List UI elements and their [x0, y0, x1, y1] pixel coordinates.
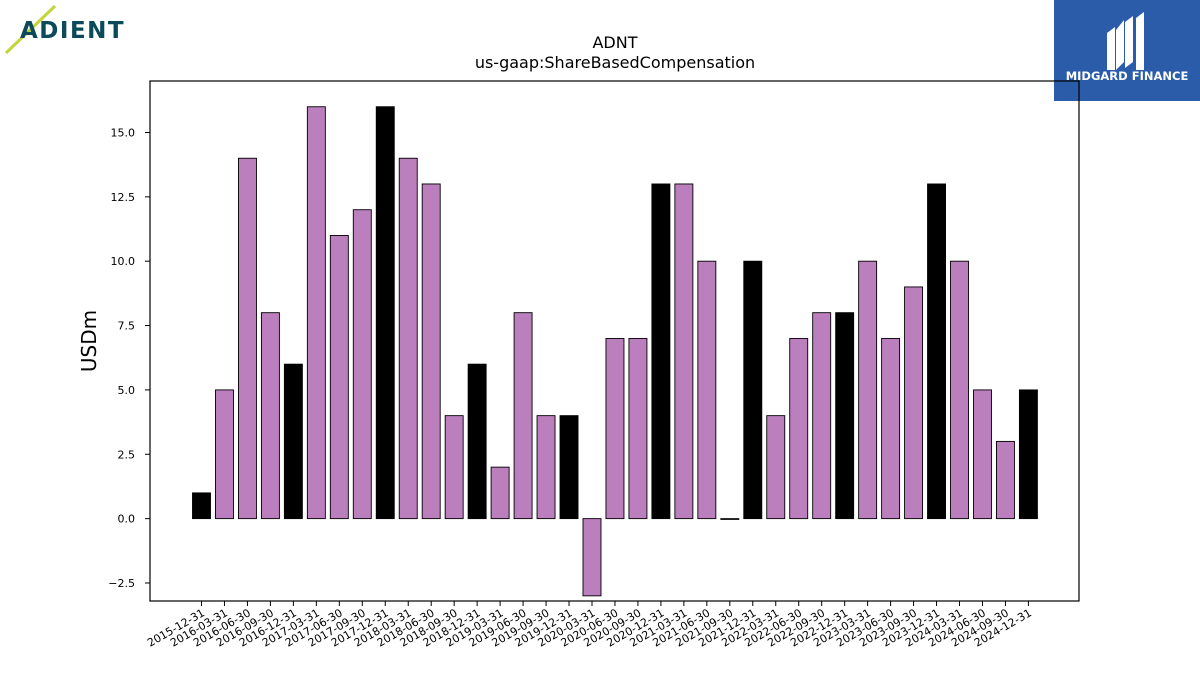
bar-2016-06-30	[237, 157, 257, 520]
bar-2022-09-30	[812, 312, 832, 520]
bar-2021-12-31	[743, 260, 763, 520]
bar-2018-09-30	[444, 415, 464, 520]
y-tick-label: 2.5	[118, 448, 136, 461]
bar-2019-12-31	[559, 415, 579, 520]
y-tick-label: −2.5	[108, 577, 135, 590]
bar-2021-06-30	[697, 260, 717, 520]
bar-2023-09-30	[904, 286, 924, 520]
y-tick-label: 5.0	[118, 384, 136, 397]
chart-subtitle: us-gaap:ShareBasedCompensation	[475, 53, 755, 72]
bar-2019-09-30	[536, 415, 556, 520]
bar-2020-03-31	[582, 518, 602, 597]
bar-2023-12-31	[927, 183, 946, 520]
bar-2020-12-31	[651, 183, 671, 520]
adient-logo-accent-line	[4, 4, 57, 55]
bar-2020-09-30	[628, 337, 648, 520]
bar-2020-06-30	[605, 337, 625, 520]
bar-2022-03-31	[766, 415, 786, 520]
bar-2023-03-31	[858, 260, 878, 520]
bar-2018-12-31	[467, 363, 487, 520]
y-axis-label: USDm	[77, 310, 101, 372]
bar-2015-12-31	[192, 492, 211, 520]
y-tick-label: 7.5	[118, 320, 136, 333]
bar-2019-03-31	[490, 466, 510, 520]
bars-layer	[192, 106, 1038, 597]
bar-2021-03-31	[674, 183, 694, 520]
bar-2024-09-30	[996, 440, 1015, 520]
midgard-finance-logo: MIDGARD FINANCE	[1054, 0, 1200, 101]
bar-2023-06-30	[881, 337, 901, 520]
bar-2017-03-31	[306, 106, 326, 520]
x-axis: 2015-12-312016-03-312016-06-302016-09-30…	[145, 601, 1034, 650]
y-tick-label: 0.0	[118, 513, 136, 526]
adient-logo: ADIENT	[4, 4, 125, 55]
bar-2024-03-31	[950, 260, 969, 520]
bar-2017-06-30	[329, 235, 349, 520]
y-tick-label: 15.0	[111, 126, 136, 139]
bar-2018-03-31	[398, 157, 418, 520]
y-tick-label: 12.5	[111, 191, 136, 204]
bar-2018-06-30	[421, 183, 441, 520]
bar-2017-12-31	[375, 106, 395, 520]
bar-2016-03-31	[215, 389, 234, 520]
bar-2019-06-30	[513, 312, 533, 520]
chart-title: ADNT	[592, 33, 637, 52]
y-axis: −2.5 0.0 2.5 5.0 7.5 10.0 12.5 15.0	[108, 126, 150, 590]
midgard-logo-mark	[1107, 12, 1144, 70]
bar-2022-12-31	[835, 312, 855, 520]
y-tick-label: 10.0	[111, 255, 136, 268]
bar-2022-06-30	[789, 337, 809, 520]
bar-2021-09-30	[720, 518, 740, 520]
bar-2016-12-31	[283, 363, 303, 520]
bar-2017-09-30	[352, 209, 372, 520]
bar-2016-09-30	[260, 312, 280, 520]
midgard-logo-text: MIDGARD FINANCE	[1066, 69, 1189, 83]
bar-2024-12-31	[1018, 389, 1038, 520]
bar-2024-06-30	[973, 389, 992, 520]
plot-frame	[149, 80, 1080, 602]
adient-logo-text: ADIENT	[20, 18, 125, 44]
